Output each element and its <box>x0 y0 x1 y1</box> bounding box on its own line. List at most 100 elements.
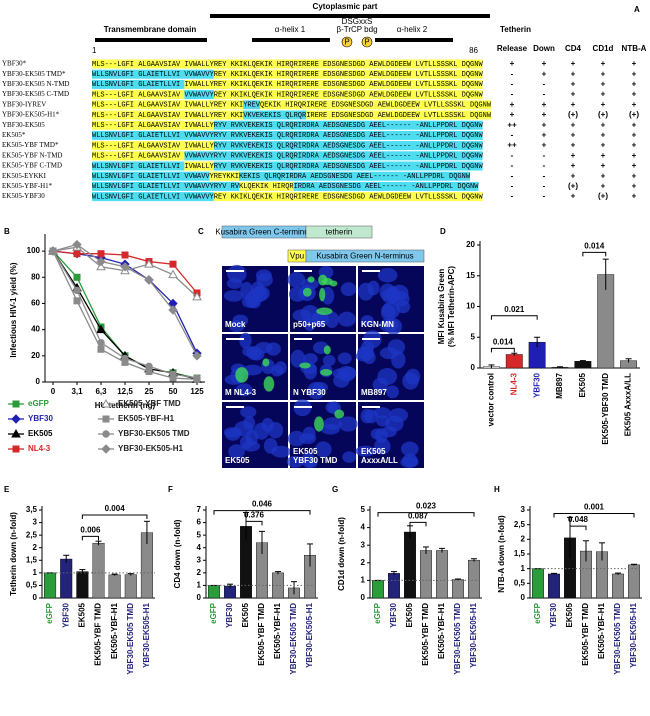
phenotype: + <box>632 131 637 140</box>
bar <box>108 574 121 599</box>
marker <box>73 297 81 305</box>
y-tick-label: 4 <box>197 543 202 552</box>
seq-highlight <box>213 120 483 130</box>
phenotype: + <box>571 100 576 109</box>
x-tick-label: 12,5 <box>117 387 133 396</box>
x-tick-label: YBF30 <box>549 602 558 627</box>
phenotype: + <box>571 59 576 68</box>
legend-marker <box>12 400 20 408</box>
legend-label: YBF30-EK505-H1 <box>118 444 183 453</box>
phospho-label: P <box>344 38 349 47</box>
phenotype: + <box>601 69 606 78</box>
bracket <box>553 513 635 518</box>
seq-highlight <box>92 79 185 89</box>
phenotype: + <box>632 161 637 170</box>
seq-highlight <box>92 151 185 161</box>
green-signal <box>314 416 324 432</box>
y-axis-title: CD1d down (n-fold) <box>337 517 346 591</box>
phenotype: - <box>511 151 514 160</box>
y-axis-title: NTB-A down (n-fold) <box>497 515 506 593</box>
sequence: MLS---LGFI ALGAAVSIAV IVWALLY <box>92 122 215 130</box>
phenotype: + <box>571 192 576 201</box>
seq-highlight <box>243 100 260 110</box>
sequence: IVWALLYREY KKIKLQEKIK HIRQRIRERE EDSGNES… <box>184 81 483 89</box>
bar <box>76 571 89 599</box>
y-tick-label: 5 <box>197 530 202 539</box>
x-tick-label: 0 <box>51 387 56 396</box>
phenotype: - <box>543 80 546 89</box>
phenotype: - <box>543 161 546 170</box>
sequence: IRDRA AEDSGNESDG AEEL------ -ANLLPPDRL D… <box>294 183 480 191</box>
seq-highlight <box>92 141 214 151</box>
phenotype: + <box>632 59 637 68</box>
seq-highlight <box>184 161 214 171</box>
x-tick-label: YBF30-EK505 TMD <box>289 603 298 675</box>
sequence: VVWAVVYRYV RVKVEKEKIS QLRQRIRDRA AEDSGNE… <box>184 153 483 161</box>
nucleus <box>226 278 243 289</box>
bracket <box>490 347 515 353</box>
x-tick-label: YBF30-EK505-H1 <box>629 602 638 667</box>
nucleus <box>325 311 339 329</box>
region-bar <box>375 38 453 42</box>
sequence: VVWAVVY <box>184 91 214 99</box>
y-axis-title: Tetherin down (n-fold) <box>9 512 18 596</box>
phenotype: + <box>571 131 576 140</box>
nucleus <box>340 282 357 297</box>
bar <box>612 573 624 599</box>
marker <box>169 370 177 378</box>
column-header: CD4 <box>565 44 582 53</box>
phenotype: + <box>601 80 606 89</box>
legend-marker <box>101 444 111 454</box>
legend-marker <box>102 430 110 438</box>
image-label: Mock <box>225 320 246 329</box>
green-signal <box>322 277 333 285</box>
sequence: KEKIS QLRQRIRDRA AEDSGNESDG AEEL------ -… <box>239 173 471 181</box>
y-tick-label: 5 <box>361 505 366 514</box>
sequence: RYV RVKVEKEKIS QLRQRIRDRA AEDSGNESDG AEE… <box>214 163 484 171</box>
x-tick-label: YBF30 <box>389 602 398 627</box>
bar <box>372 580 384 599</box>
green-signal <box>235 367 249 383</box>
nucleus <box>287 271 306 288</box>
x-tick-label: EK505-YBF TMD <box>581 603 590 666</box>
seq-highlight <box>184 151 483 161</box>
image-label: N YBF30 <box>293 388 326 397</box>
nucleus <box>232 314 249 327</box>
panel-letter: D <box>440 227 446 236</box>
column-header: Release <box>497 44 528 53</box>
panel-letter: C <box>198 227 204 236</box>
phenotype: + <box>571 90 576 99</box>
bracket <box>490 315 538 320</box>
phenotype: + <box>601 131 606 140</box>
x-tick-label: EK505 <box>405 602 414 627</box>
x-tick-label: EK505-YBF-H1 <box>110 602 119 659</box>
green-signal <box>334 409 345 419</box>
y-tick-label: 0 <box>521 593 526 602</box>
region-bar <box>95 38 207 42</box>
panel-letter: H <box>494 485 500 494</box>
x-tick-label: YBF30 <box>225 602 234 627</box>
marker <box>193 374 201 382</box>
x-tick-label: eGFP <box>45 602 54 624</box>
phenotype: + <box>632 151 637 160</box>
phenotype: + <box>632 120 637 129</box>
image-label: EK505 <box>361 447 386 456</box>
y-axis-title: CD4 down (n-fold) <box>173 519 182 588</box>
legend-label: EK505-YBF-H1 <box>118 414 175 423</box>
phenotype: ++ <box>507 141 517 150</box>
bar <box>44 572 57 599</box>
x-tick-label: EK505-YBF-H1 <box>597 602 606 659</box>
nucleus <box>362 350 376 365</box>
seq-highlight <box>92 120 214 130</box>
marker <box>120 262 130 272</box>
x-axis-title: HU tetherin (ng) <box>95 401 156 410</box>
phenotype: + <box>632 80 637 89</box>
nucleus <box>302 426 316 441</box>
marker <box>168 305 178 315</box>
phenotype: + <box>601 182 606 191</box>
x-tick-label: NL4-3 <box>509 372 518 395</box>
phenotype: (+) <box>568 182 578 191</box>
nucleus <box>305 457 318 469</box>
nucleus <box>379 347 399 360</box>
seq-highlight <box>92 161 185 171</box>
